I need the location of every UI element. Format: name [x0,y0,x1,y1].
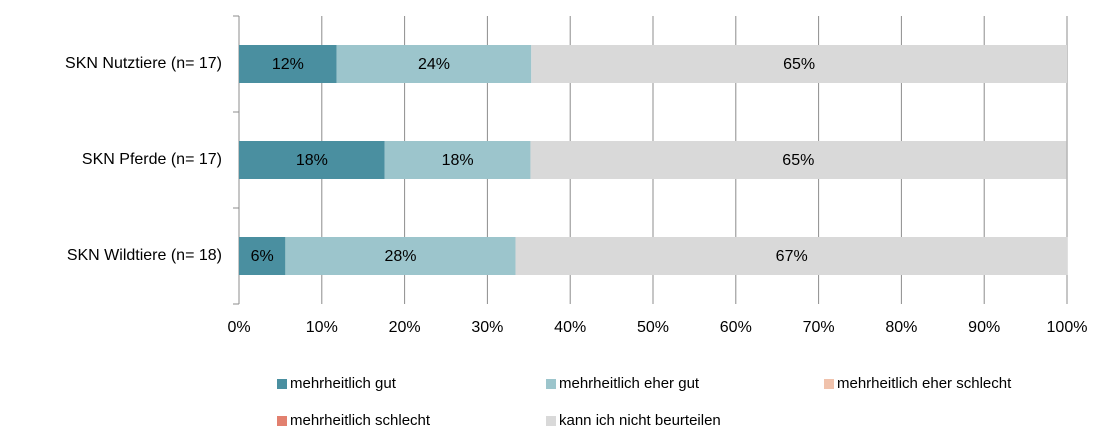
bar-segment [285,237,516,275]
x-tick-label: 70% [803,319,835,336]
data-label: 18% [296,152,328,169]
bar-segment [239,237,286,275]
x-tick-label: 30% [471,319,503,336]
legend-swatch [824,379,834,389]
data-label: 67% [776,248,808,265]
x-tick-label: 40% [554,319,586,336]
y-tick-label: SKN Wildtiere (n= 18) [67,247,222,264]
bar-segment [530,141,1067,179]
data-label: 12% [272,56,304,73]
legend-label: mehrheitlich schlecht [290,412,431,429]
data-label: 28% [384,248,416,265]
x-tick-label: 20% [389,319,421,336]
data-label: 24% [418,56,450,73]
bar-segment [336,45,532,83]
legend-label: mehrheitlich eher schlecht [837,375,1012,392]
bar-segment [239,45,337,83]
legend-label: mehrheitlich gut [290,375,397,392]
legend-swatch [277,416,287,426]
x-tick-label: 50% [637,319,669,336]
x-tick-label: 80% [885,319,917,336]
data-label: 65% [783,56,815,73]
bar-segment [531,45,1067,83]
y-tick-label: SKN Pferde (n= 17) [82,151,222,168]
x-tick-label: 90% [968,319,1000,336]
legend-swatch [546,379,556,389]
data-label: 6% [251,248,274,265]
legend-swatch [546,416,556,426]
x-tick-label: 0% [227,319,250,336]
data-label: 65% [782,152,814,169]
bar-segment [239,141,385,179]
legend-label: mehrheitlich eher gut [559,375,700,392]
x-tick-label: 10% [306,319,338,336]
y-tick-label: SKN Nutztiere (n= 17) [65,55,222,72]
x-tick-label: 100% [1047,319,1088,336]
legend-label: kann ich nicht beurteilen [559,412,721,429]
data-label: 18% [442,152,474,169]
bar-segment [515,237,1068,275]
x-tick-label: 60% [720,319,752,336]
legend-swatch [277,379,287,389]
bar-segment [384,141,531,179]
